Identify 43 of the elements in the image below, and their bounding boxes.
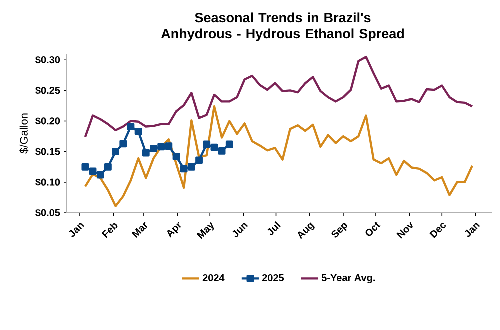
x-tick-label: Jun [232, 223, 248, 238]
point [226, 140, 234, 148]
x-tick-label: Feb [102, 223, 118, 238]
point [112, 148, 120, 156]
line-series [84, 56, 474, 138]
legend-label: 5-Year Avg. [322, 274, 376, 284]
legend-label: 2024 [202, 274, 225, 282]
x-tick-label: Jan [465, 223, 480, 238]
y-axis-title: $/Gallon [20, 114, 29, 154]
x-tick-label: Mar [132, 222, 148, 238]
point [82, 163, 90, 171]
point [180, 165, 188, 173]
x-tick-label: Apr [167, 222, 182, 238]
y-tick-label: $0.05 [36, 208, 60, 218]
point [165, 142, 173, 150]
y-tick-label: $0.10 [36, 178, 60, 186]
chart-title: Seasonal Trends in Brazil's Anhydrous - Hydrous Ethanol Spread [161, 12, 404, 42]
x-tick-label: Jul [268, 222, 281, 236]
point [172, 153, 180, 160]
legend-label: 2025 [262, 274, 284, 282]
point [210, 144, 218, 152]
point [134, 128, 142, 136]
point [196, 156, 203, 164]
point [150, 145, 158, 152]
x-tick-label: Oct [366, 222, 381, 236]
point [89, 168, 97, 176]
point [158, 143, 166, 151]
x-tick-label: Dec [430, 223, 446, 238]
y-tick-label: $0.30 [36, 56, 60, 64]
point [96, 171, 104, 179]
point [120, 140, 128, 148]
line-series [84, 105, 474, 208]
point [127, 123, 135, 130]
point [104, 163, 112, 171]
y-tick-label: $0.15 [36, 148, 60, 156]
x-tick-label: Sep [332, 223, 348, 238]
point [218, 148, 226, 155]
y-tick-label: $0.20 [36, 117, 60, 126]
x-tick-label: Jan [69, 223, 84, 238]
point [142, 149, 150, 157]
y-tick-label: $0.25 [36, 86, 60, 95]
point [188, 163, 196, 171]
point [203, 140, 211, 148]
